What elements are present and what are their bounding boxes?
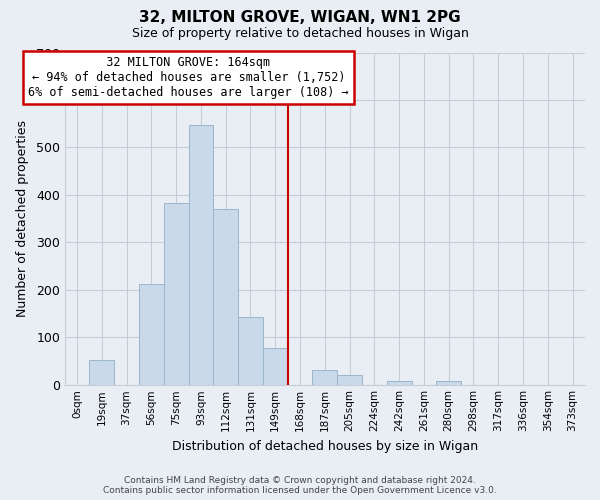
Bar <box>436 381 461 385</box>
Y-axis label: Number of detached properties: Number of detached properties <box>16 120 29 317</box>
Text: 32, MILTON GROVE, WIGAN, WN1 2PG: 32, MILTON GROVE, WIGAN, WN1 2PG <box>139 10 461 25</box>
Text: Size of property relative to detached houses in Wigan: Size of property relative to detached ho… <box>131 28 469 40</box>
Bar <box>387 381 412 385</box>
Bar <box>139 284 164 385</box>
X-axis label: Distribution of detached houses by size in Wigan: Distribution of detached houses by size … <box>172 440 478 452</box>
Bar <box>164 204 188 385</box>
Bar <box>263 348 287 385</box>
Bar <box>213 209 238 385</box>
Bar <box>313 370 337 385</box>
Bar <box>89 360 114 385</box>
Bar <box>188 125 213 385</box>
Bar <box>238 318 263 385</box>
Text: Contains HM Land Registry data © Crown copyright and database right 2024.
Contai: Contains HM Land Registry data © Crown c… <box>103 476 497 495</box>
Bar <box>337 376 362 385</box>
Text: 32 MILTON GROVE: 164sqm  
← 94% of detached houses are smaller (1,752)
6% of sem: 32 MILTON GROVE: 164sqm ← 94% of detache… <box>28 56 349 99</box>
